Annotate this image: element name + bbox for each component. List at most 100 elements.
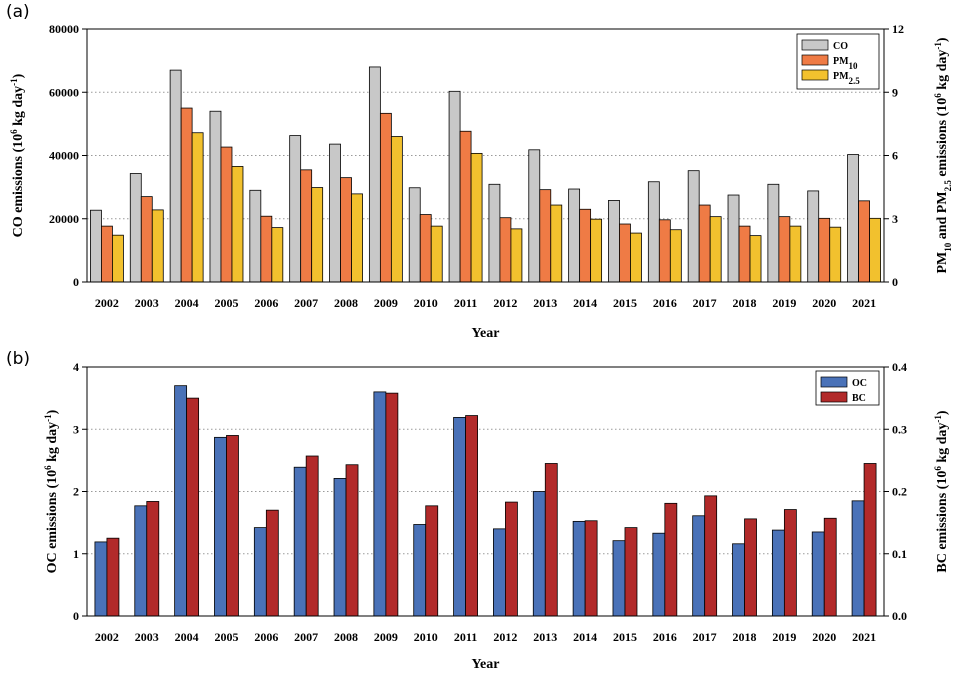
- bar-pm10-2011: [459, 130, 472, 283]
- x-tick-label: 2017: [693, 630, 717, 644]
- bar-pm10-2010: [419, 214, 432, 283]
- bar-pm10-2003: [140, 196, 153, 283]
- bar-co-2002: [90, 209, 102, 283]
- x-tick-label: 2013: [533, 296, 557, 310]
- x-tick-label: 2005: [214, 296, 238, 310]
- legend-swatch-co: [801, 39, 829, 51]
- x-tick-label: 2010: [414, 630, 438, 644]
- legend-swatch-pm10: [801, 54, 829, 66]
- bar-pm25-2018: [749, 235, 762, 283]
- right-tick-label: 0.1: [892, 547, 907, 561]
- bar-bc-2013: [544, 463, 558, 617]
- x-tick-label: 2002: [95, 630, 119, 644]
- bar-oc-2020: [811, 531, 825, 617]
- bar-co-2005: [209, 110, 222, 283]
- bar-pm25-2021: [869, 217, 881, 283]
- bar-pm25-2015: [630, 232, 642, 283]
- x-tick-label: 2008: [334, 296, 358, 310]
- right-tick-label: 6: [892, 149, 898, 163]
- bar-pm10-2015: [619, 223, 631, 283]
- bar-co-2011: [448, 90, 461, 283]
- bar-pm25-2010: [430, 225, 443, 283]
- x-tick-label: 2003: [135, 630, 159, 644]
- bar-co-2021: [847, 154, 859, 283]
- bar-pm25-2019: [789, 225, 802, 283]
- left-tick-label: 0: [73, 275, 79, 289]
- x-tick-label: 2006: [254, 296, 278, 310]
- bar-pm25-2007: [311, 187, 324, 283]
- left-axis-title: OC emissions (106 kg day-1): [43, 409, 60, 573]
- left-tick-label: 60000: [49, 85, 79, 99]
- x-tick-label: 2014: [573, 630, 597, 644]
- bar-oc-2002: [94, 541, 108, 617]
- bar-bc-2021: [863, 463, 877, 617]
- x-tick-label: 2017: [693, 296, 717, 310]
- x-tick-label: 2021: [852, 296, 876, 310]
- bar-oc-2008: [333, 478, 347, 617]
- x-tick-label: 2018: [733, 630, 757, 644]
- bar-pm10-2008: [340, 177, 352, 283]
- left-tick-label: 1: [73, 547, 79, 561]
- chart-panel-a: 0 20000 40000 60000 80000 0 3 6 9 12 2002 2003 2004 2…: [9, 22, 953, 341]
- bar-bc-2015: [624, 527, 638, 617]
- bar-oc-2012: [493, 528, 506, 617]
- bar-bc-2017: [704, 495, 718, 617]
- legend-swatch-pm25: [801, 69, 829, 81]
- bar-pm25-2014: [590, 218, 603, 283]
- left-tick-label: 2: [73, 485, 79, 499]
- x-tick-label: 2012: [493, 630, 517, 644]
- panel-label-b: (b): [6, 349, 31, 369]
- bar-pm10-2009: [379, 112, 392, 283]
- x-tick-label: 2013: [533, 630, 557, 644]
- chart-panel-b: 0 1 2 3 4 0.0 0.1 0.2 0.3 0.4 2002 2003 2004 2005 2006…: [43, 360, 950, 672]
- bar-bc-2018: [744, 518, 757, 617]
- bar-bc-2020: [823, 517, 837, 617]
- x-tick-label: 2009: [374, 630, 398, 644]
- bar-co-2004: [169, 69, 182, 283]
- x-tick-label: 2020: [812, 296, 836, 310]
- right-tick-label: 0.4: [892, 360, 907, 374]
- bar-oc-2007: [293, 466, 307, 617]
- bar-pm10-2017: [698, 204, 711, 283]
- bar-co-2020: [807, 190, 820, 283]
- bar-pm10-2014: [579, 208, 592, 283]
- right-axis-title: PM10 and PM2.5 emissions (106 kg day-1): [933, 37, 953, 273]
- x-tick-label: 2008: [334, 630, 358, 644]
- x-tick-label: 2004: [175, 630, 199, 644]
- x-tick-label: 2015: [613, 296, 637, 310]
- right-tick-label: 0.0: [892, 609, 907, 623]
- bar-oc-2017: [692, 515, 706, 617]
- bar-pm10-2018: [738, 225, 751, 283]
- left-tick-label: 80000: [49, 22, 79, 36]
- bar-co-2006: [249, 189, 262, 283]
- left-axis-title: CO emissions (106 kg day-1): [9, 73, 26, 237]
- bar-pm10-2007: [300, 169, 313, 283]
- bar-pm25-2006: [271, 227, 284, 283]
- bar-co-2003: [129, 173, 142, 283]
- x-tick-label: 2009: [374, 296, 398, 310]
- left-tick-label: 3: [73, 422, 79, 436]
- bar-oc-2021: [851, 500, 865, 617]
- bar-pm25-2008: [351, 193, 363, 283]
- x-tick-label: 2014: [573, 296, 597, 310]
- x-tick-label: 2004: [175, 296, 199, 310]
- bar-oc-2019: [771, 529, 785, 617]
- bar-pm25-2017: [709, 216, 722, 283]
- right-tick-label: 0.3: [892, 422, 907, 436]
- bar-oc-2013: [532, 491, 546, 617]
- bar-pm25-2016: [669, 229, 682, 283]
- bar-oc-2004: [174, 385, 188, 617]
- bar-co-2012: [488, 183, 501, 283]
- bar-pm25-2003: [151, 209, 164, 283]
- x-tick-label: 2020: [812, 630, 836, 644]
- bar-bc-2004: [186, 397, 200, 617]
- x-axis-title: Year: [472, 326, 500, 341]
- bar-co-2019: [767, 183, 780, 283]
- bar-pm25-2011: [470, 152, 483, 283]
- bar-oc-2005: [214, 436, 227, 617]
- x-tick-label: 2019: [772, 630, 796, 644]
- left-tick-label: 20000: [49, 212, 79, 226]
- x-tick-label: 2011: [454, 296, 477, 310]
- bar-bc-2009: [385, 392, 399, 617]
